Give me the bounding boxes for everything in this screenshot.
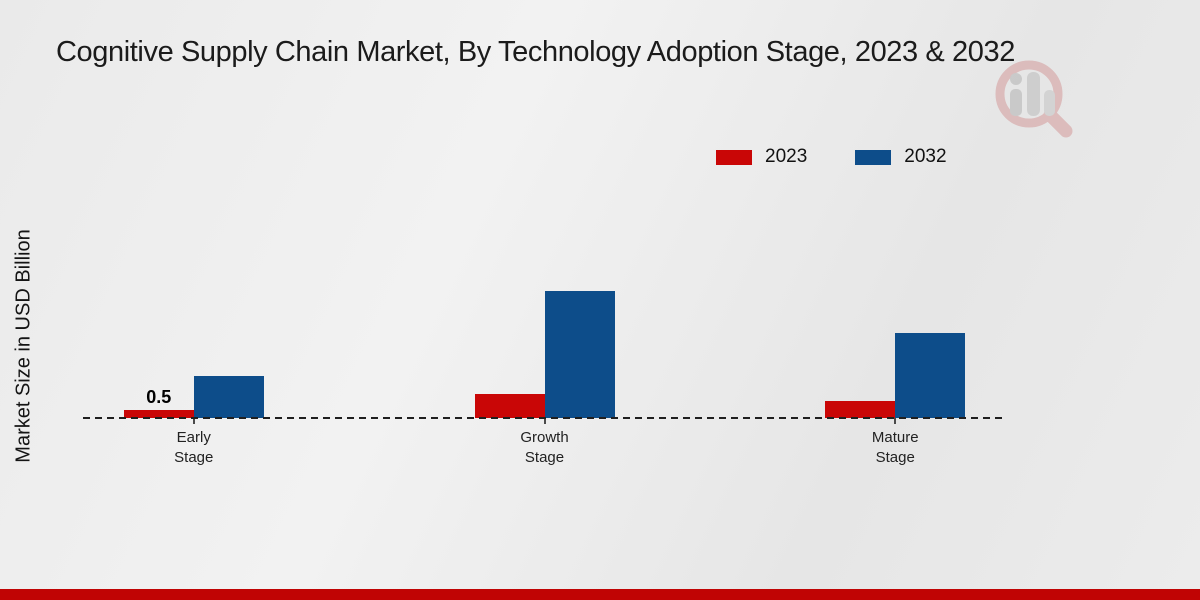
bar-2032-mature-stage: [895, 333, 966, 418]
legend: 2023 2032: [716, 146, 947, 168]
legend-label: 2023: [765, 146, 808, 167]
legend-item-2023: 2023: [716, 146, 807, 168]
magnifier-bar-chart-logo-icon: [995, 60, 1073, 138]
x-tick-mature-stage: [894, 418, 897, 424]
category-label-growth-stage: Growth Stage: [520, 429, 569, 466]
legend-label: 2032: [904, 146, 947, 167]
footer-accent-bar: [0, 589, 1200, 600]
chart-title: Cognitive Supply Chain Market, By Techno…: [56, 36, 1015, 68]
legend-swatch-2023: [716, 149, 752, 165]
category-label-mature-stage: Mature Stage: [871, 429, 919, 466]
y-axis-label: Market Size in USD Billion: [12, 229, 35, 463]
bar-2023-growth-stage: [474, 394, 545, 418]
bar-2032-growth-stage: [544, 290, 615, 418]
x-tick-growth-stage: [543, 418, 546, 424]
category-label-early-stage: Early Stage: [174, 429, 214, 466]
legend-item-2032: 2032: [855, 146, 947, 168]
x-axis-baseline: [83, 417, 1006, 419]
plot-area: Early Stage 0.5 Growth Stage Mature Stage: [83, 138, 1006, 466]
bar-2023-mature-stage: [825, 401, 896, 418]
x-tick-early-stage: [192, 418, 195, 424]
bar-2032-early-stage: [193, 375, 264, 418]
legend-swatch-2032: [855, 149, 892, 165]
bar-value-label-2023-early-stage: 0.5: [146, 386, 172, 407]
bar-2023-early-stage: [123, 409, 194, 418]
